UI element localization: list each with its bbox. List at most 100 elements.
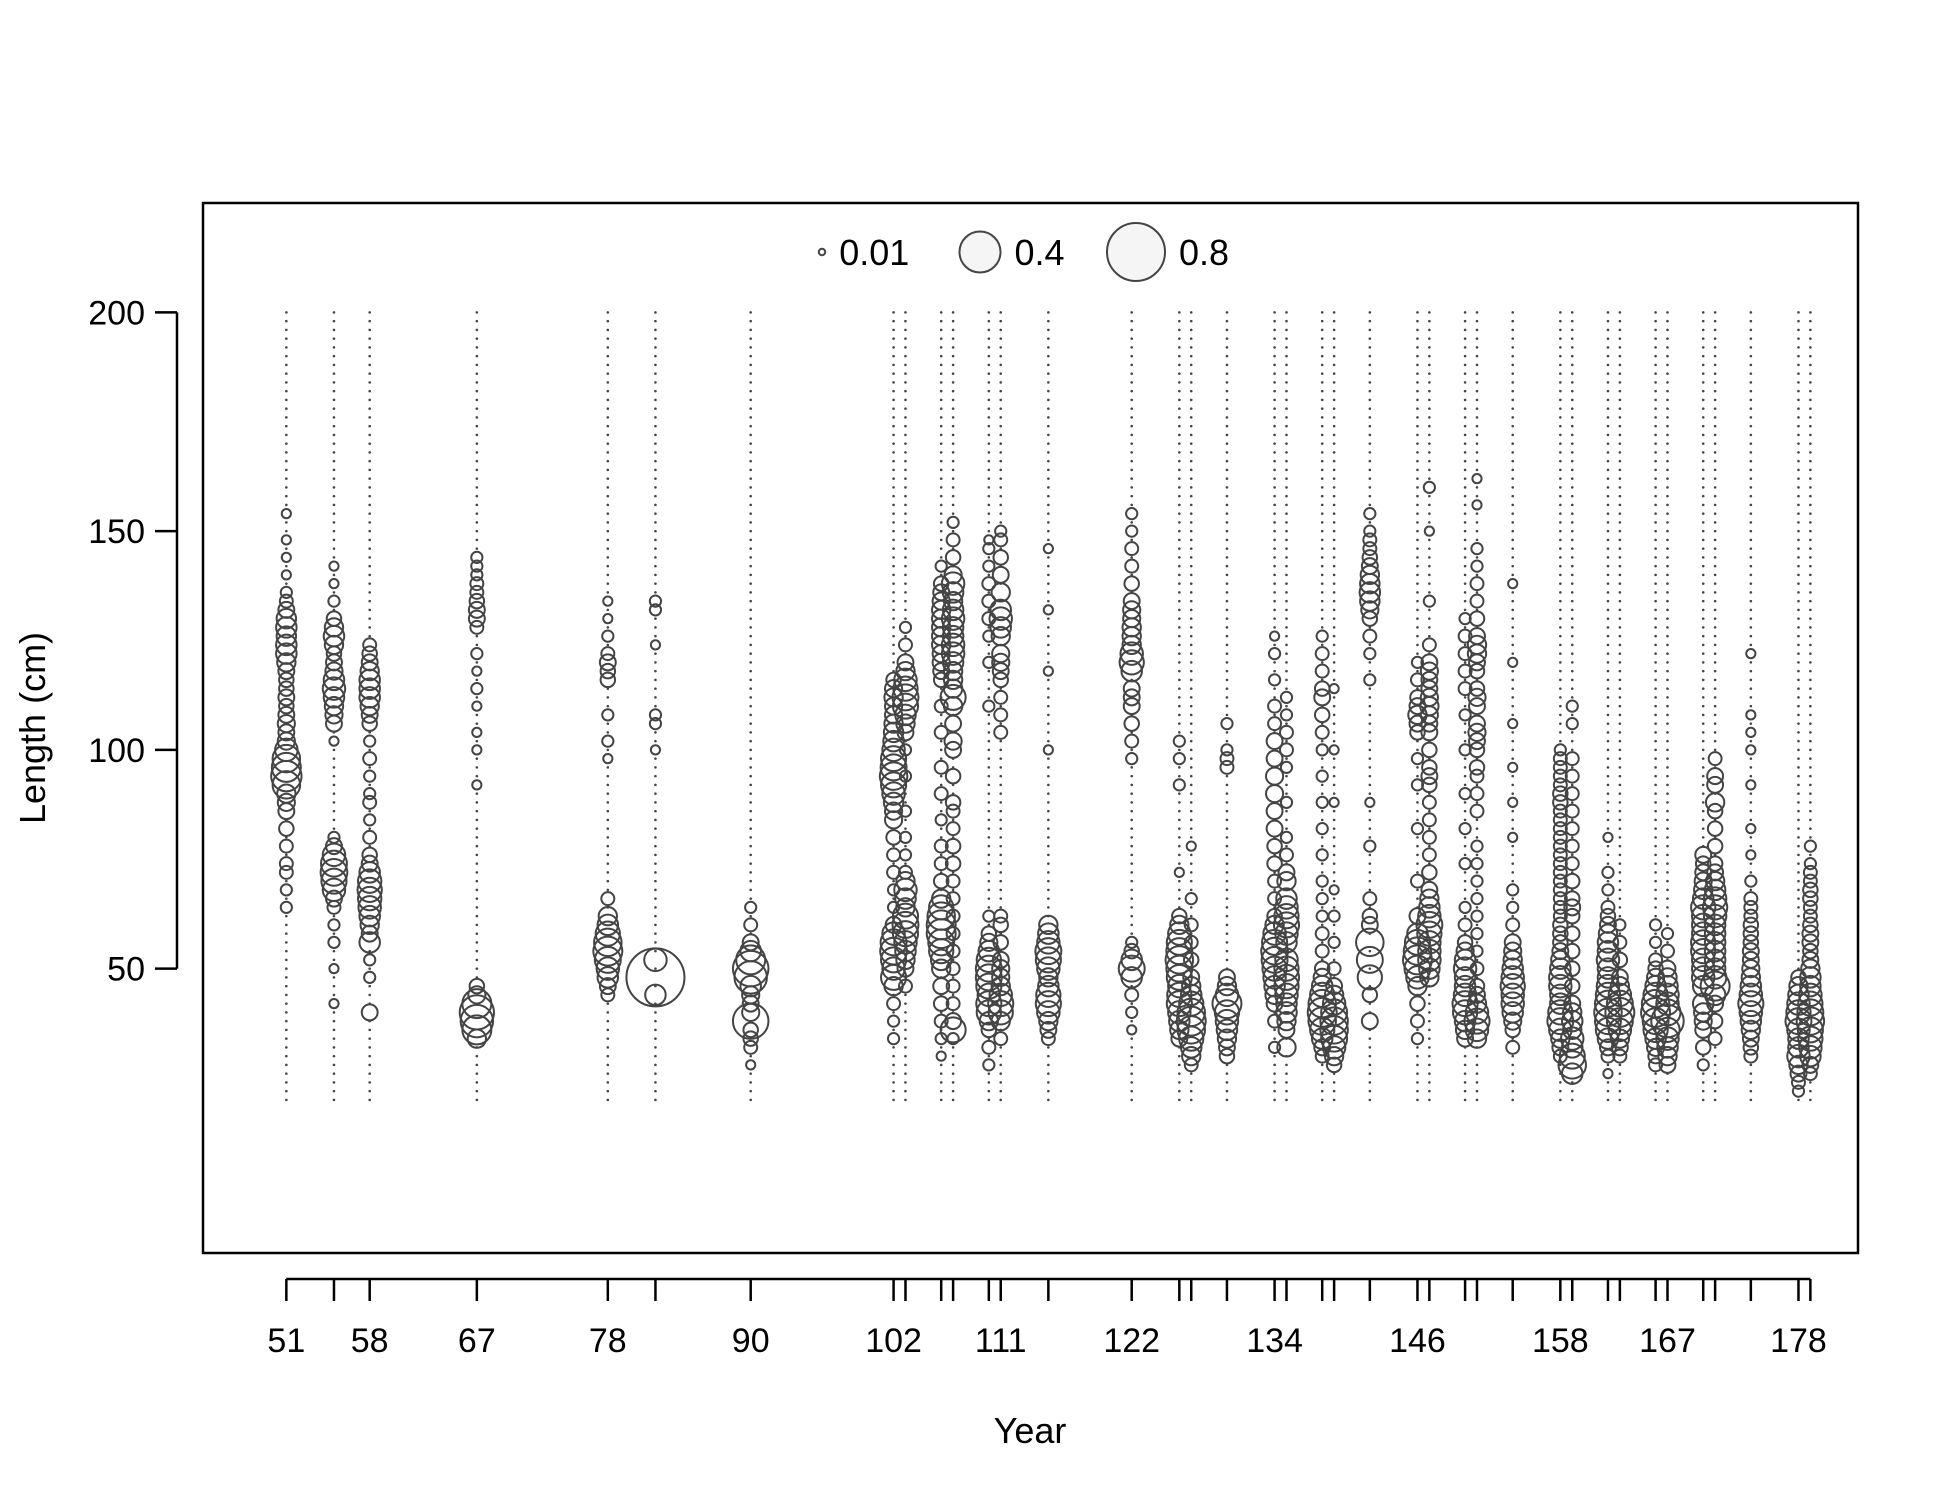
- bubble-zero: [1047, 634, 1050, 638]
- bubble: [944, 837, 962, 855]
- bubble-zero: [1189, 801, 1193, 804]
- bubble: [1563, 872, 1581, 890]
- bubble-zero: [1666, 503, 1669, 507]
- bubble-zero: [1606, 661, 1610, 664]
- bubble-zero: [904, 582, 907, 585]
- bubble-zero: [1320, 766, 1324, 769]
- bubble-zero: [1654, 879, 1657, 883]
- bubble-zero: [368, 1046, 371, 1049]
- bubble-zero: [1189, 459, 1193, 463]
- bubble-zero: [1654, 731, 1657, 734]
- bubble: [1468, 977, 1486, 995]
- bubble: [934, 559, 948, 573]
- bubble-zero: [1511, 372, 1515, 375]
- bubble-zero: [1511, 739, 1515, 743]
- bubble-zero: [1606, 774, 1610, 778]
- bubble-zero: [904, 1054, 907, 1058]
- bubble-zero: [1618, 643, 1622, 647]
- bubble-zero: [1797, 591, 1800, 594]
- bubble-zero: [475, 862, 479, 865]
- bubble-zero: [1368, 442, 1372, 445]
- bubble-zero: [475, 818, 479, 822]
- bubble: [1564, 803, 1580, 819]
- bubble-zero: [1713, 1089, 1717, 1093]
- bubble: [1314, 724, 1330, 740]
- bubble-zero: [1797, 617, 1800, 620]
- bubble-zero: [1809, 1081, 1812, 1084]
- bubble-zero: [1273, 416, 1276, 419]
- bubble-zero: [1428, 468, 1431, 472]
- bubble-zero: [1225, 696, 1229, 699]
- bubble-zero: [475, 311, 479, 314]
- bubble: [1648, 935, 1663, 949]
- bubble-zero: [1570, 783, 1574, 787]
- bubble-zero: [1463, 311, 1467, 314]
- bubble-zero: [475, 424, 479, 428]
- bubble-zero: [1225, 503, 1229, 507]
- bubble-zero: [1511, 617, 1515, 620]
- bubble: [1742, 1039, 1760, 1056]
- bubble-zero: [1713, 591, 1717, 594]
- bubble-zero: [1654, 748, 1657, 752]
- bubble-zero: [1332, 844, 1336, 848]
- bubble: [471, 744, 483, 756]
- bubble-layer: [270, 311, 1826, 1102]
- bubble-zero: [892, 1011, 895, 1014]
- bubble-zero: [654, 1089, 657, 1093]
- bubble-zero: [951, 1054, 955, 1058]
- bubble-zero: [1047, 398, 1050, 402]
- bubble-zero: [1189, 809, 1193, 813]
- bubble-zero: [1130, 879, 1134, 883]
- bubble-zero: [1666, 451, 1669, 454]
- bubble-zero: [892, 1046, 895, 1049]
- bubble: [1037, 974, 1060, 998]
- bubble-zero: [1225, 643, 1229, 647]
- bubble-zero: [1332, 853, 1336, 857]
- bubble-zero: [1666, 486, 1669, 489]
- bubble: [982, 1058, 996, 1072]
- bubble-zero: [606, 818, 610, 822]
- bubble-zero: [1285, 792, 1288, 795]
- bubble-zero: [1749, 494, 1753, 498]
- bubble: [600, 891, 616, 907]
- bubble-zero: [1749, 871, 1753, 874]
- bubble: [1468, 610, 1486, 627]
- bubble-zero: [1189, 643, 1193, 647]
- bubble-zero: [368, 993, 371, 997]
- bubble-zero: [1809, 704, 1812, 708]
- bubble-zero: [1130, 836, 1134, 839]
- bubble-zero: [1130, 783, 1134, 787]
- bubble-zero: [939, 416, 943, 419]
- bubble-zero: [999, 1054, 1003, 1058]
- bubble-zero: [606, 363, 610, 367]
- bubble: [1802, 942, 1819, 960]
- bubble-zero: [1463, 529, 1467, 533]
- bubble-zero: [285, 923, 288, 927]
- bubble-zero: [475, 713, 479, 717]
- bubble-zero: [1273, 1098, 1276, 1102]
- bubble-zero: [904, 311, 907, 314]
- bubble: [1803, 857, 1817, 871]
- bubble: [1564, 856, 1580, 872]
- bubble-zero: [285, 424, 288, 428]
- bubble-zero: [1749, 503, 1753, 507]
- bubble-zero: [1666, 722, 1669, 725]
- bubble-zero: [1666, 958, 1669, 962]
- bubble-zero: [1606, 582, 1610, 585]
- bubble: [1315, 769, 1329, 783]
- bubble-zero: [904, 827, 907, 830]
- bubble-zero: [1749, 643, 1753, 647]
- bubble-zero: [1713, 669, 1717, 673]
- bubble-zero: [1749, 661, 1753, 664]
- bubble-zero: [904, 354, 907, 358]
- bubble-zero: [1320, 538, 1324, 542]
- bubble-zero: [1225, 328, 1229, 332]
- bubble: [593, 927, 623, 958]
- bubble-zero: [749, 844, 752, 848]
- bubble-zero: [1570, 608, 1574, 612]
- bubble-zero: [904, 538, 907, 542]
- bubble-zero: [1713, 372, 1717, 375]
- bubble-zero: [368, 477, 371, 480]
- bubble-zero: [1570, 669, 1574, 673]
- bubble-zero: [1809, 547, 1812, 550]
